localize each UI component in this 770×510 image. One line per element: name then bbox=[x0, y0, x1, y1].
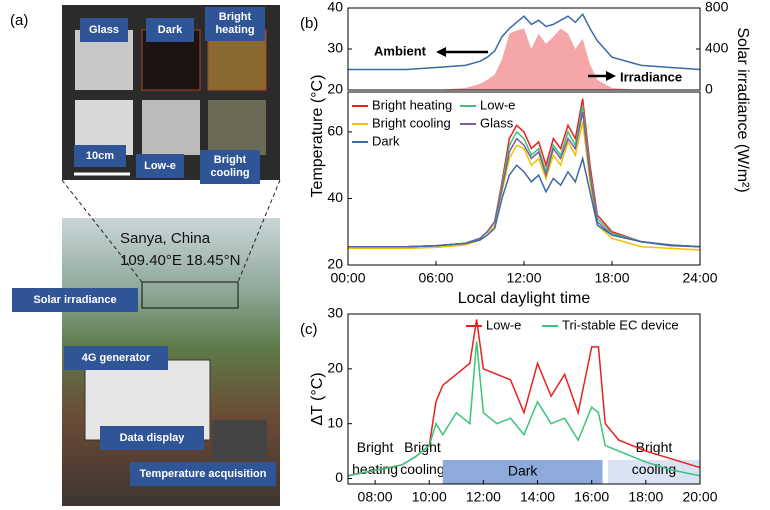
callout: Temperature acquisition bbox=[130, 462, 276, 486]
location: Sanya, China bbox=[120, 230, 211, 247]
y-tick-label: 0 bbox=[335, 469, 343, 485]
y-tick-label: 20 bbox=[327, 256, 343, 272]
panel-label: (b) bbox=[300, 15, 318, 32]
x-axis-label: Local daylight time bbox=[458, 290, 591, 307]
plot-frame bbox=[347, 313, 701, 485]
line bbox=[348, 155, 701, 248]
legend-label: Low-e bbox=[486, 317, 521, 332]
callout: 4G generator bbox=[64, 346, 168, 370]
legend-label: Bright heating bbox=[372, 97, 452, 112]
y-axis-label: Temperature (°C) bbox=[309, 75, 326, 198]
x-tick-label: 12:00 bbox=[466, 489, 501, 505]
panel-label: (a) bbox=[10, 12, 29, 29]
region-label: Dark bbox=[508, 463, 539, 479]
annotation: Ambient bbox=[374, 43, 427, 58]
legend-label: Bright cooling bbox=[372, 115, 451, 130]
line bbox=[348, 12, 701, 71]
y-tick-label: 10 bbox=[327, 414, 343, 430]
y-tick-label: 60 bbox=[327, 123, 343, 139]
sample-lowe bbox=[142, 100, 200, 155]
region-label-line: cooling bbox=[632, 461, 676, 477]
x-tick-label: 08:00 bbox=[358, 489, 393, 505]
x-tick-label: 12:00 bbox=[506, 270, 541, 286]
sample-label: Bright cooling bbox=[200, 150, 260, 184]
x-tick-label: 24:00 bbox=[682, 270, 717, 286]
y-tick-label: 30 bbox=[327, 40, 343, 56]
callout: Data display bbox=[100, 426, 204, 450]
x-tick-label: 18:00 bbox=[628, 489, 663, 505]
zoom-line bbox=[237, 179, 281, 283]
region-label-line: Bright bbox=[636, 439, 673, 455]
setup-box bbox=[141, 281, 239, 309]
area bbox=[348, 28, 700, 90]
legend-label: Glass bbox=[480, 115, 514, 130]
region-label: Bright cooling bbox=[400, 439, 444, 477]
sample-cooling bbox=[208, 100, 266, 155]
panel-label: (c) bbox=[300, 321, 318, 338]
y2-tick-label: 0 bbox=[705, 81, 713, 97]
y-tick-label: 20 bbox=[327, 360, 343, 376]
sample-label: 10cm bbox=[74, 145, 126, 167]
x-tick-label: 20:00 bbox=[682, 489, 717, 505]
y-tick-label: 40 bbox=[327, 0, 343, 15]
sample-label: Bright heating bbox=[205, 7, 265, 41]
coordinates: 109.40°E 18.45°N bbox=[120, 252, 241, 269]
y2-tick-label: 400 bbox=[705, 40, 729, 56]
x-tick-label: 16:00 bbox=[574, 489, 609, 505]
legend-label: Low-e bbox=[480, 97, 515, 112]
zoom-line bbox=[61, 179, 143, 283]
x-tick-label: 10:00 bbox=[412, 489, 447, 505]
callout: Solar irradiance bbox=[12, 288, 138, 312]
y-tick-label: 40 bbox=[327, 189, 343, 205]
y-axis-label: ΔT (°C) bbox=[309, 372, 326, 425]
legend-label: Dark bbox=[372, 133, 400, 148]
sample-label: Low-e bbox=[136, 154, 184, 178]
x-tick-label: 00:00 bbox=[330, 270, 365, 286]
logger bbox=[212, 420, 267, 460]
annotation: Irradiance bbox=[620, 69, 682, 84]
region-band bbox=[442, 460, 603, 484]
annotation-arrowhead bbox=[606, 71, 616, 81]
region-label-line: Bright bbox=[357, 439, 394, 455]
x-tick-label: 06:00 bbox=[418, 270, 453, 286]
y2-tick-label: 800 bbox=[705, 0, 729, 15]
line bbox=[347, 341, 701, 477]
x-tick-label: 14:00 bbox=[520, 489, 555, 505]
region-label-line: Bright bbox=[404, 439, 441, 455]
annotation-arrowhead bbox=[436, 47, 446, 57]
y-tick-label: 20 bbox=[327, 81, 343, 97]
sample-label: Glass bbox=[80, 18, 128, 42]
line bbox=[348, 121, 701, 251]
sample-label: Dark bbox=[146, 18, 194, 42]
region-label-line: cooling bbox=[400, 461, 444, 477]
y-tick-label: 30 bbox=[327, 305, 343, 321]
legend-label: Tri-stable EC device bbox=[562, 317, 679, 332]
x-tick-label: 18:00 bbox=[594, 270, 629, 286]
y2-axis-label: Solar irradiance (W/m²) bbox=[734, 27, 751, 192]
